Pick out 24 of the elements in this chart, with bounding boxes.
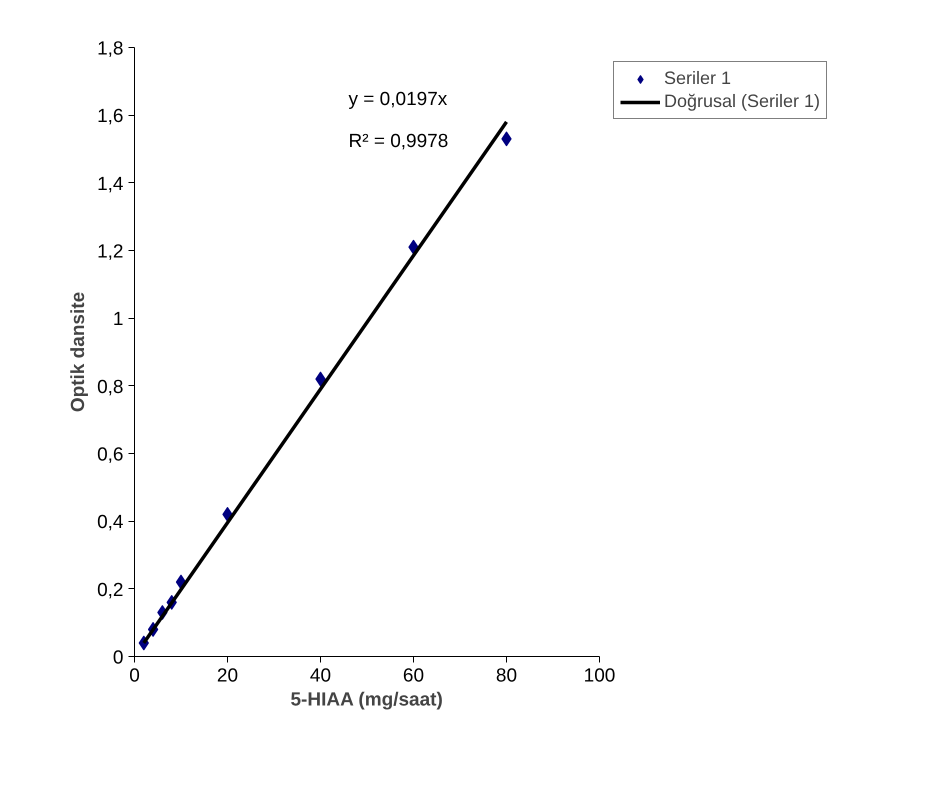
annotation: R² = 0,9978	[348, 131, 448, 152]
annotation: y = 0,0197x	[348, 89, 448, 110]
y-tick-label: 1	[112, 309, 124, 330]
x-tick-label: 60	[402, 666, 424, 686]
y-axis-title: Optik dansite	[68, 292, 90, 412]
y-tick-label: 1,2	[97, 242, 124, 262]
y-tick-label: 1,8	[97, 38, 124, 60]
y-tick-label: 1,4	[97, 174, 124, 195]
legend-label: Doğrusal (Seriler 1)	[664, 91, 820, 112]
legend-label: Seriler 1	[664, 68, 732, 89]
x-tick-label: 20	[216, 666, 238, 686]
y-tick-label: 1,6	[97, 106, 124, 128]
y-tick-label: 0,2	[97, 580, 124, 601]
point	[501, 131, 512, 146]
y-tick-label: 0,4	[97, 512, 124, 534]
x-tick-label: 0	[129, 666, 140, 686]
x-tick-label: 40	[310, 666, 332, 686]
point	[315, 372, 326, 387]
x-axis-title: 5-HIAA (mg/saat)	[290, 690, 443, 710]
x-tick-label: 80	[496, 666, 518, 686]
y-tick-label: 0	[112, 648, 124, 668]
y-tick-label: 0,8	[97, 376, 124, 398]
x-tick-label: 100	[584, 666, 616, 686]
y-tick-label: 0,6	[97, 444, 124, 466]
